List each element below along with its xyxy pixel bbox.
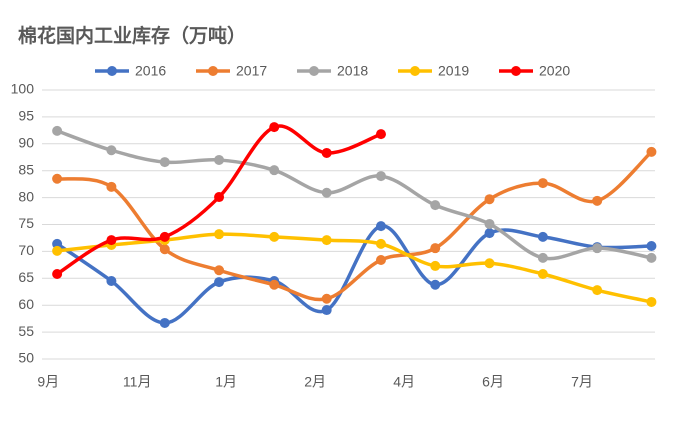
x-tick-label: 11月 (123, 374, 152, 390)
marker (214, 265, 225, 276)
x-tick-label: 7月 (571, 374, 593, 390)
marker (430, 243, 441, 254)
marker (269, 165, 280, 176)
marker (646, 146, 657, 157)
legend-label: 2017 (236, 63, 267, 79)
marker (592, 243, 603, 254)
marker (646, 241, 657, 252)
y-tick-label: 80 (18, 188, 34, 204)
marker (214, 277, 225, 288)
marker (484, 218, 495, 229)
marker (106, 275, 117, 286)
y-tick-label: 100 (11, 81, 35, 97)
marker (52, 125, 63, 136)
legend-marker (107, 66, 117, 76)
marker (159, 244, 170, 255)
y-tick-label: 90 (18, 135, 34, 151)
x-tick-label: 6月 (482, 374, 504, 390)
marker (537, 252, 548, 263)
marker (321, 187, 332, 198)
y-tick-label: 95 (18, 108, 34, 124)
marker (159, 317, 170, 328)
marker (106, 145, 117, 156)
legend-label: 2016 (135, 63, 166, 79)
marker (537, 268, 548, 279)
marker (52, 238, 63, 249)
y-tick-label: 55 (18, 323, 34, 339)
legend-label: 2018 (337, 63, 368, 79)
marker (52, 173, 63, 184)
marker (159, 157, 170, 168)
x-tick-label: 9月 (37, 374, 59, 390)
marker (52, 245, 63, 256)
marker (321, 235, 332, 246)
legend-marker (208, 66, 218, 76)
y-tick-label: 85 (18, 161, 34, 177)
marker (321, 147, 332, 158)
y-tick-label: 75 (18, 215, 34, 231)
x-tick-label: 4月 (393, 374, 415, 390)
marker (484, 258, 495, 269)
y-tick-label: 65 (18, 269, 34, 285)
y-tick-label: 60 (18, 296, 34, 312)
y-tick-label: 50 (18, 350, 34, 366)
marker (214, 154, 225, 165)
marker (430, 200, 441, 211)
chart-title: 棉花国内工业库存（万吨） (18, 24, 246, 47)
marker (484, 194, 495, 205)
marker (484, 228, 495, 239)
marker (375, 238, 386, 249)
legend-marker (309, 66, 319, 76)
legend-label: 2020 (539, 63, 570, 79)
marker (592, 195, 603, 206)
marker (537, 178, 548, 189)
marker (537, 231, 548, 242)
marker (646, 296, 657, 307)
marker (375, 129, 386, 140)
marker (321, 305, 332, 316)
marker (159, 231, 170, 242)
legend-marker (511, 66, 521, 76)
marker (592, 285, 603, 296)
x-tick-label: 2月 (304, 374, 326, 390)
legend-marker (410, 66, 420, 76)
marker (430, 279, 441, 290)
marker (430, 260, 441, 271)
marker (214, 229, 225, 240)
marker (646, 252, 657, 263)
marker (106, 181, 117, 192)
marker (214, 192, 225, 203)
marker (375, 221, 386, 232)
marker (321, 293, 332, 304)
marker (106, 235, 117, 246)
marker (375, 255, 386, 266)
marker (269, 122, 280, 133)
x-tick-label: 1月 (215, 374, 237, 390)
marker (269, 279, 280, 290)
marker (375, 171, 386, 182)
marker (269, 231, 280, 242)
legend-label: 2019 (438, 63, 469, 79)
marker (52, 268, 63, 279)
y-tick-label: 70 (18, 242, 34, 258)
